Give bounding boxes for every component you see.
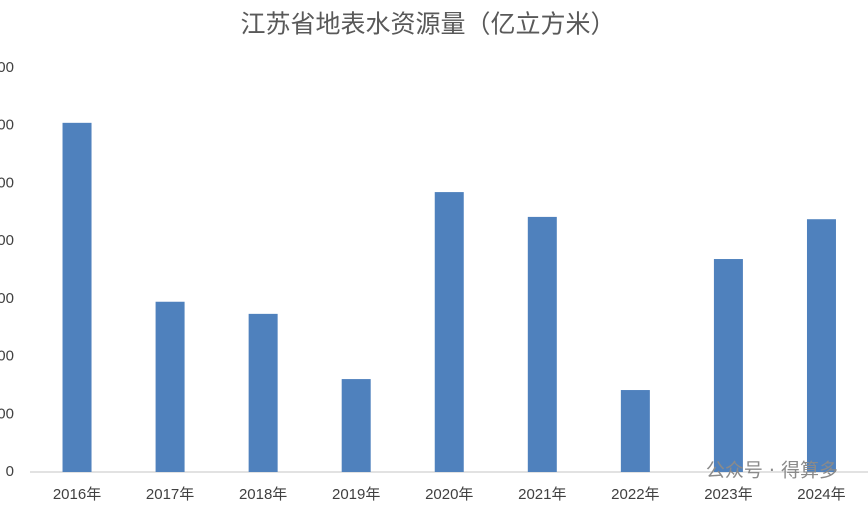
chart-title: 江苏省地表水资源量（亿立方米） — [240, 10, 615, 39]
x-tick-label: 2020年 — [425, 486, 473, 503]
x-tick-label: 2021年 — [518, 486, 566, 503]
bar — [155, 301, 185, 472]
bar — [620, 390, 650, 472]
bar — [527, 216, 557, 472]
x-tick-label: 2016年 — [53, 486, 101, 503]
bar — [713, 259, 743, 472]
y-tick-label: 400 — [0, 232, 14, 249]
y-tick-label: 100 — [0, 405, 14, 422]
x-tick-label: 2019年 — [332, 486, 380, 503]
y-tick-label: 700 — [0, 59, 14, 76]
x-tick-label: 2022年 — [611, 486, 659, 503]
bar — [434, 192, 464, 473]
y-tick-label: 300 — [0, 290, 14, 307]
x-tick-label: 2024年 — [797, 486, 845, 503]
watermark: 公众号 · 得算多 — [706, 460, 838, 482]
x-tick-label: 2018年 — [239, 486, 287, 503]
y-tick-label: 600 — [0, 117, 14, 134]
x-tick-label: 2017年 — [146, 486, 194, 503]
bar — [62, 122, 92, 472]
x-tick-label: 2023年 — [704, 486, 752, 503]
bar — [248, 313, 278, 472]
bar — [806, 219, 836, 472]
bar — [341, 379, 371, 472]
y-tick-label: 500 — [0, 174, 14, 191]
y-tick-label: 0 — [6, 463, 14, 480]
y-tick-label: 200 — [0, 348, 14, 365]
